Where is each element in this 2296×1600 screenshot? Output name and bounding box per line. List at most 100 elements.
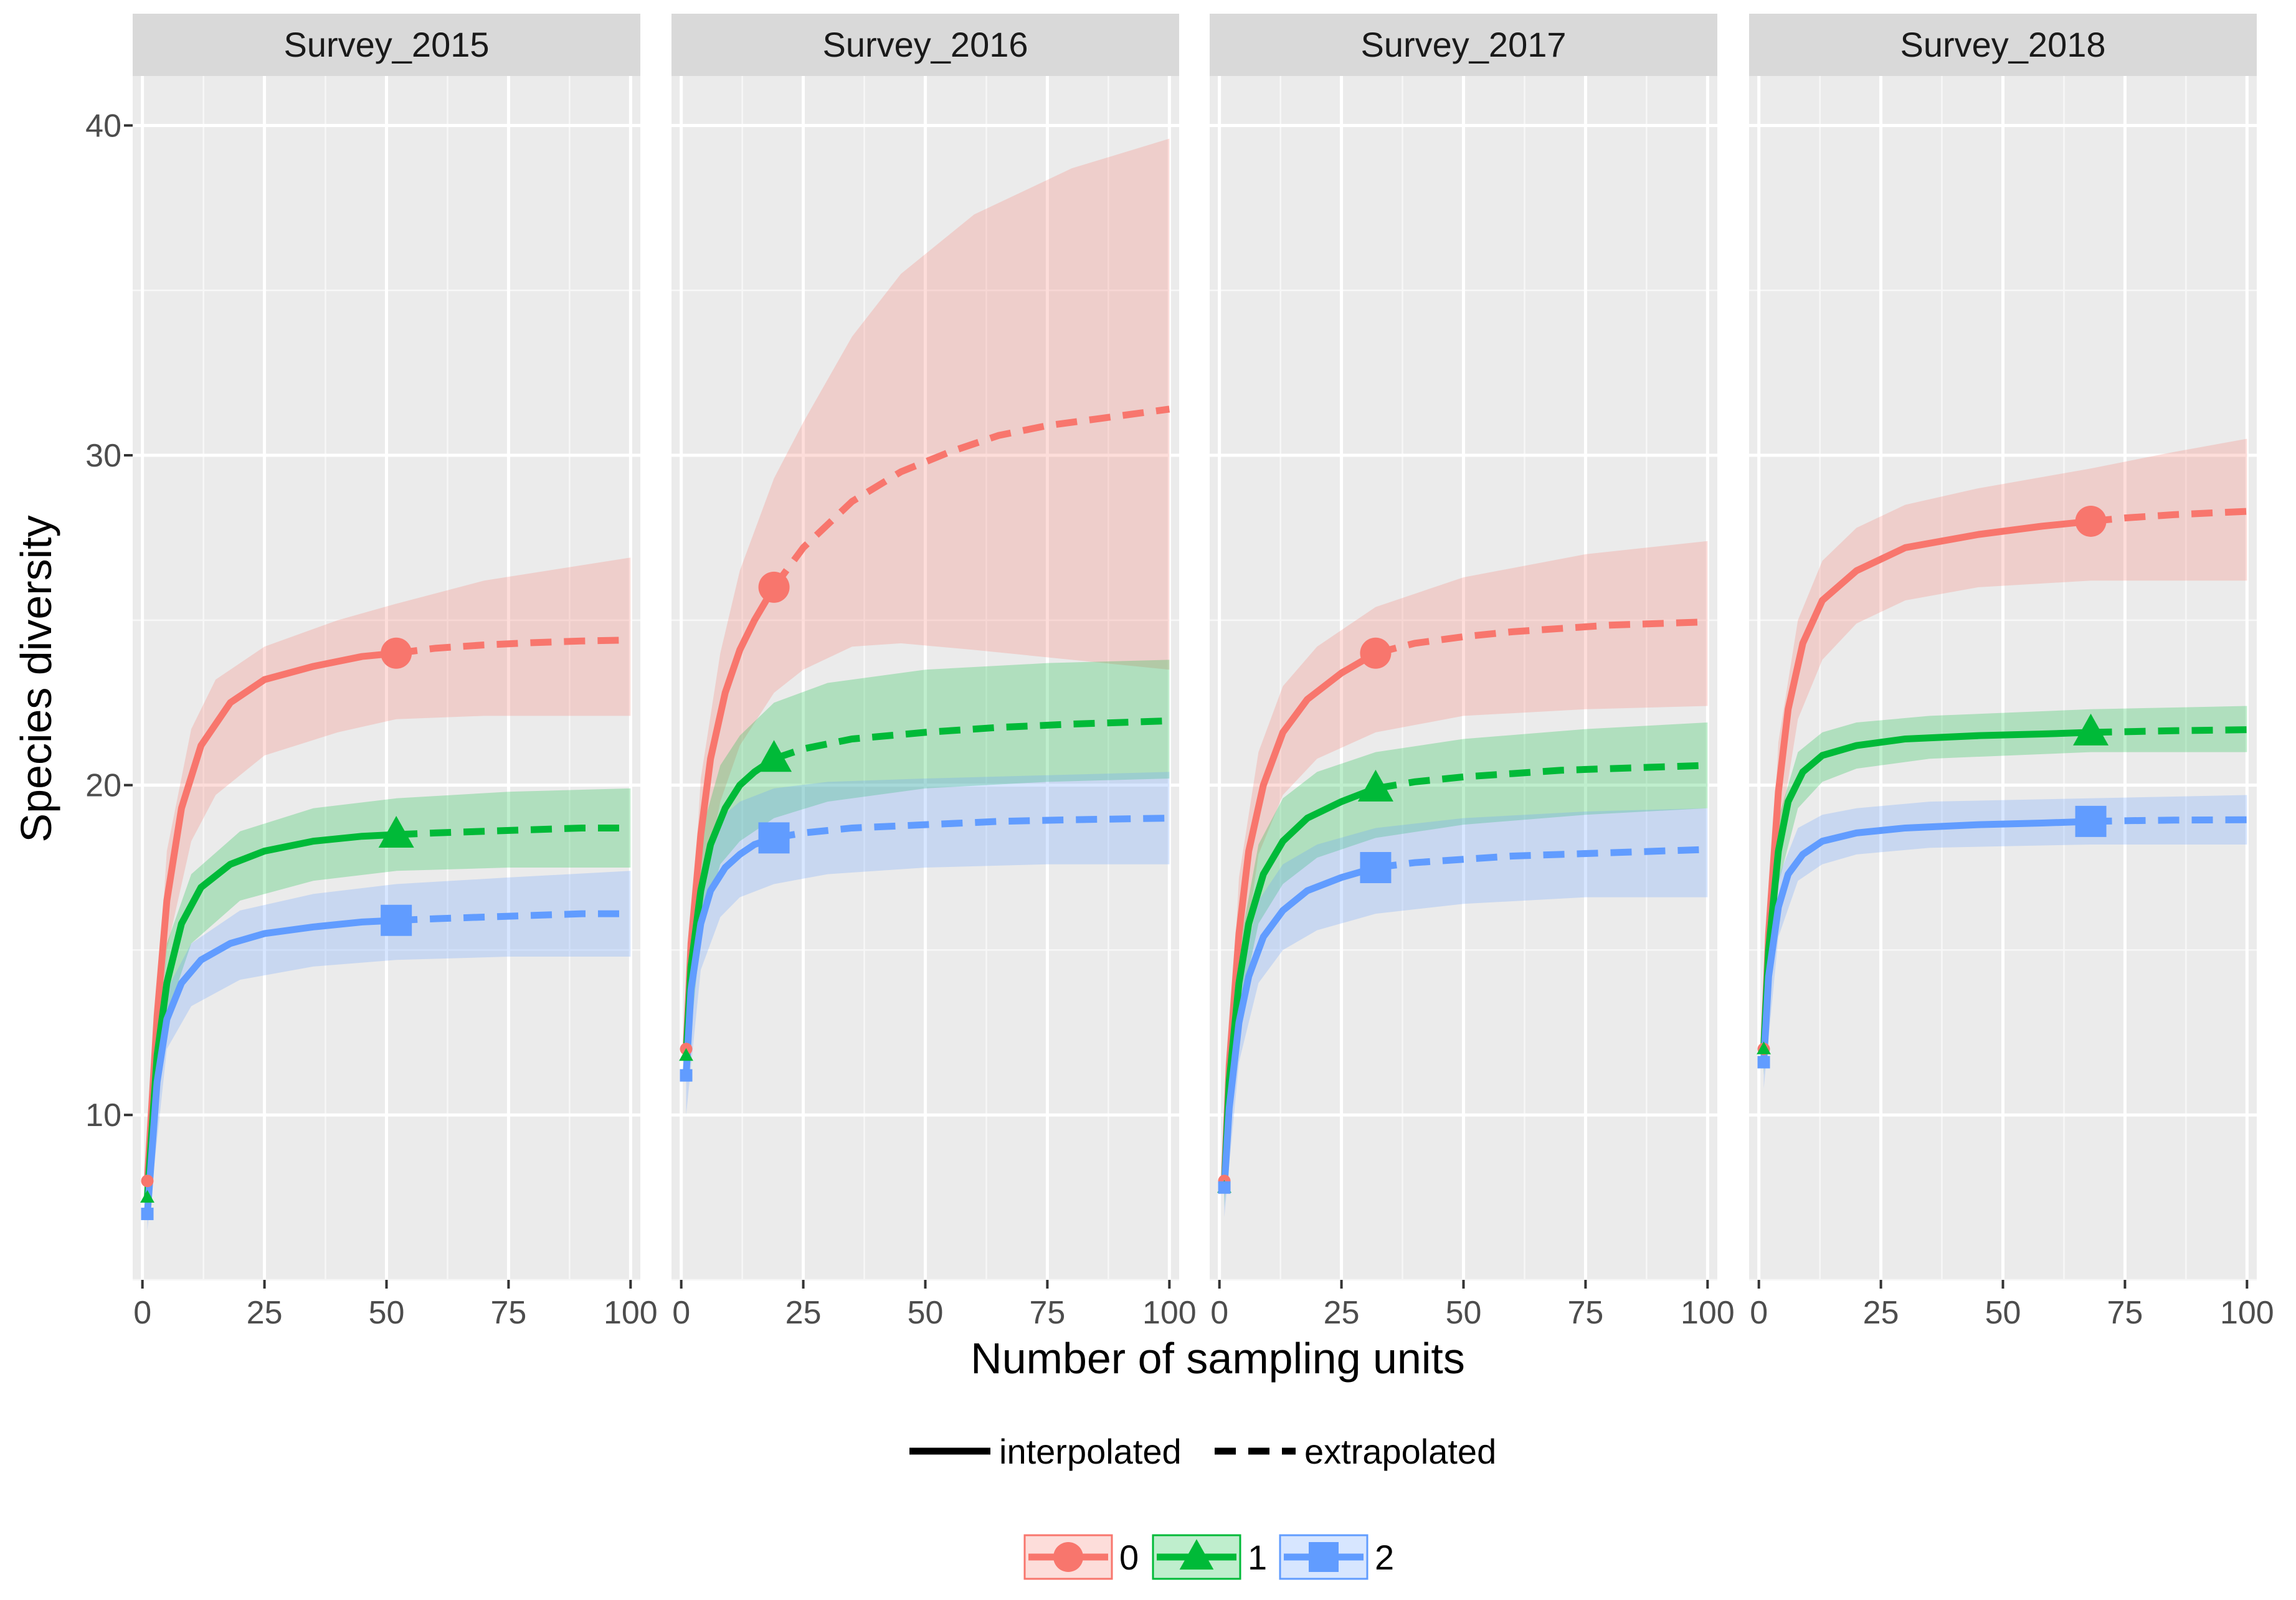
x-tick-label: 100 <box>1142 1295 1197 1331</box>
start-point-2 <box>1757 1056 1770 1069</box>
x-tick-label: 25 <box>1863 1295 1899 1331</box>
x-tick-label: 0 <box>133 1295 151 1331</box>
start-point-0 <box>141 1175 154 1188</box>
extrapolated-line-1 <box>2090 726 2247 736</box>
y-tick-label: 20 <box>85 768 121 804</box>
interpolated-line-2 <box>683 835 776 1076</box>
reference-point-0 <box>1360 637 1392 669</box>
legend-key-marker <box>1179 1539 1214 1570</box>
legend-key-marker <box>1053 1542 1083 1572</box>
reference-point-0 <box>758 571 790 603</box>
x-tick-label: 50 <box>908 1295 944 1331</box>
x-tick-label: 0 <box>1750 1295 1768 1331</box>
reference-point-2 <box>758 822 790 854</box>
confidence-band-0 <box>1763 438 2247 1066</box>
interpolated-line-0 <box>1760 518 2092 1049</box>
interpolated-line-2 <box>1760 818 2091 1063</box>
facet-strip <box>133 14 640 76</box>
x-tick-label: 75 <box>1567 1295 1603 1331</box>
reference-point-2 <box>381 904 412 936</box>
extrapolated-line-0 <box>396 637 631 657</box>
x-tick-label: 25 <box>247 1295 283 1331</box>
legend-label-extrapolated: extrapolated <box>1304 1432 1496 1471</box>
confidence-band-1 <box>1224 722 1708 1208</box>
x-tick-label: 25 <box>1324 1295 1360 1331</box>
legend-item-1: 1 <box>1152 1534 1267 1580</box>
confidence-band-2 <box>1763 795 2247 1089</box>
interpolated-line-0 <box>683 585 777 1049</box>
confidence-band-2 <box>1224 808 1708 1218</box>
facet-strip <box>671 14 1179 76</box>
confidence-band-2 <box>686 772 1170 1115</box>
interpolated-line-1 <box>144 831 397 1198</box>
extrapolated-line-2 <box>773 815 1170 841</box>
legend-key-marker <box>1309 1542 1339 1572</box>
start-point-1 <box>679 1048 693 1061</box>
extrapolated-line-2 <box>396 910 631 924</box>
y-tick-label: 30 <box>85 438 121 474</box>
legend-label: 1 <box>1248 1538 1267 1577</box>
extrapolated-line-2 <box>1375 846 1708 871</box>
y-tick-label: 40 <box>85 108 121 144</box>
facet-title: Survey_2016 <box>822 25 1028 64</box>
legend-label: 2 <box>1375 1538 1394 1577</box>
extrapolated-line-1 <box>1375 762 1708 792</box>
x-tick-label: 0 <box>672 1295 690 1331</box>
reference-point-2 <box>1360 852 1392 884</box>
facet-panel-1: Survey_2015 0 25 50 75 100 <box>133 14 658 1331</box>
facet-title: Survey_2018 <box>1900 25 2105 64</box>
reference-point-0 <box>2075 505 2107 537</box>
confidence-band-0 <box>147 557 631 1198</box>
x-tick-label: 50 <box>369 1295 405 1331</box>
facet-strip <box>1749 14 2257 76</box>
x-tick-label: 75 <box>2107 1295 2143 1331</box>
y-axis: 10 20 30 40 <box>85 108 133 1134</box>
extrapolated-line-1 <box>396 824 631 838</box>
x-axis-title: Number of sampling units <box>970 1334 1465 1383</box>
facet-strip <box>1210 14 1717 76</box>
facet-panel-3: Survey_2017 0 25 50 75 100 <box>1210 14 1735 1331</box>
x-tick-label: 0 <box>1210 1295 1228 1331</box>
reference-point-1 <box>756 740 792 772</box>
legend-item-2: 2 <box>1279 1534 1394 1580</box>
linetype-legend: interpolated extrapolated <box>909 1432 1496 1471</box>
extrapolated-line-1 <box>772 717 1170 762</box>
facet-panel-2: Survey_2016 0 25 50 75 100 <box>671 14 1197 1331</box>
x-tick-label: 100 <box>1681 1295 1735 1331</box>
interpolated-line-2 <box>1221 864 1377 1188</box>
start-point-2 <box>1218 1181 1231 1194</box>
interpolated-line-2 <box>144 917 397 1214</box>
extrapolated-line-2 <box>2090 816 2247 825</box>
legend-item-0: 0 <box>1023 1534 1139 1580</box>
y-axis-title: Species diversity <box>12 515 60 842</box>
x-tick-label: 75 <box>490 1295 526 1331</box>
facet-title: Survey_2015 <box>283 25 489 64</box>
reference-point-1 <box>1357 769 1393 802</box>
legend-label-interpolated: interpolated <box>999 1432 1182 1471</box>
confidence-band-1 <box>1763 706 2247 1076</box>
confidence-band-0 <box>686 138 1170 1066</box>
x-tick-label: 50 <box>1446 1295 1482 1331</box>
confidence-band-0 <box>1224 541 1708 1198</box>
start-point-1 <box>140 1190 154 1203</box>
facet-panel-4: Survey_2018 0 25 50 75 100 <box>1749 14 2274 1331</box>
start-point-2 <box>680 1069 693 1082</box>
x-tick-label: 25 <box>785 1295 822 1331</box>
extrapolated-line-0 <box>1375 618 1708 657</box>
order-legend: 0 1 2 <box>1023 1534 1394 1580</box>
interpolated-line-1 <box>1760 729 2091 1049</box>
extrapolated-line-0 <box>771 405 1170 590</box>
reference-point-0 <box>381 637 412 669</box>
facet-title: Survey_2017 <box>1360 25 1566 64</box>
x-tick-label: 75 <box>1029 1295 1065 1331</box>
reference-point-1 <box>2073 713 2109 746</box>
start-point-1 <box>1757 1041 1771 1054</box>
major-gridlines <box>1749 76 2257 1280</box>
interpolated-line-1 <box>1221 785 1377 1188</box>
start-point-2 <box>141 1208 154 1221</box>
y-tick-label: 10 <box>85 1097 121 1134</box>
x-tick-label: 100 <box>604 1295 658 1331</box>
interpolated-line-0 <box>144 650 397 1181</box>
